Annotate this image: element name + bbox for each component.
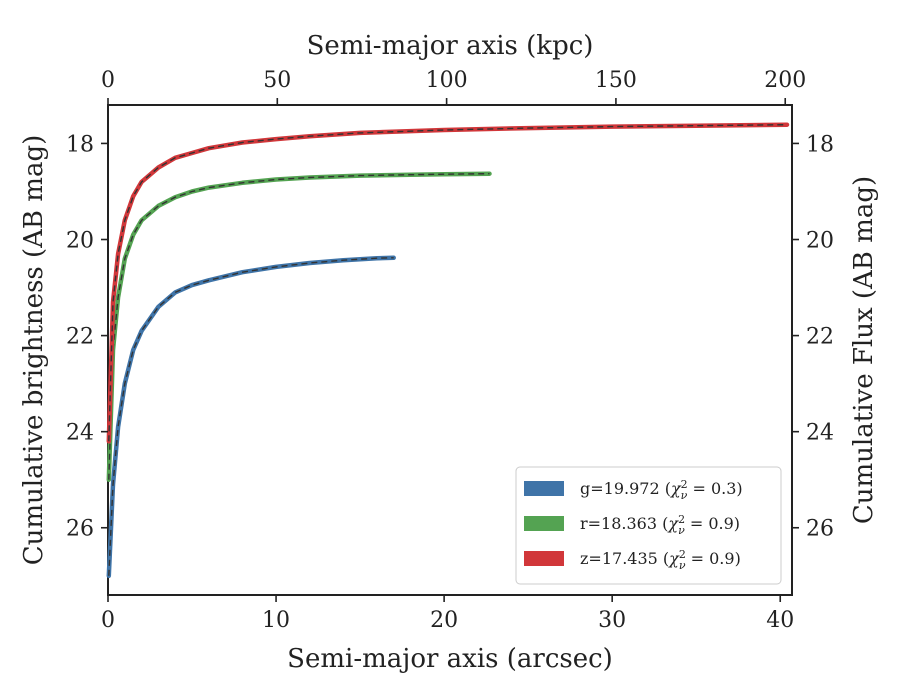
legend-label-part: = 0.9) (686, 549, 741, 568)
series-line (106, 255, 396, 579)
legend-label-part: χ (670, 479, 682, 498)
plot-frame (107, 104, 793, 596)
y-tick-label: 26 (66, 517, 94, 542)
series-model-dashed-line (108, 173, 490, 480)
legend-item: g=19.972 (χ2 ν = 0.3) (524, 478, 743, 502)
top-x-tick-label: 200 (764, 68, 806, 93)
legend-label-part: ν (678, 524, 685, 537)
y-tick-label: 20 (66, 229, 94, 254)
x-tick-label: 30 (598, 608, 626, 633)
right-y-tick-label: 24 (806, 421, 834, 446)
legend-label-part: = 0.3) (687, 479, 742, 498)
x-tick-label: 10 (262, 608, 290, 633)
y-tick-label: 18 (66, 132, 94, 157)
x-tick-label: 0 (101, 608, 115, 633)
series-2 (106, 122, 790, 444)
right-y-tick-label: 20 (806, 229, 834, 254)
legend-label-part: 2 (679, 548, 686, 561)
right-y-tick-label: 26 (806, 517, 834, 542)
top-x-tick-label: 100 (426, 68, 468, 93)
legend-label-part: r=18.363 ( (580, 514, 668, 533)
series-layer (106, 122, 790, 579)
legend-label: z=17.435 (χ2 ν = 0.9) (580, 548, 741, 572)
y-axis-title: Cumulative brightness (AB mag) (19, 135, 49, 566)
right-y-tick-label: 22 (806, 325, 834, 350)
legend-item: z=17.435 (χ2 ν = 0.9) (524, 548, 741, 572)
top-x-tick-label: 0 (101, 68, 115, 93)
legend-label-part: g=19.972 ( (580, 479, 671, 498)
legend-swatch (524, 481, 564, 496)
legend-label-part: ν (679, 559, 686, 572)
y-tick-label: 22 (66, 325, 94, 350)
series-0 (106, 255, 396, 579)
x-axis-title: Semi-major axis (arcsec) (287, 644, 613, 674)
series-model-dashed-line (108, 257, 394, 576)
top-x-tick-label: 150 (595, 68, 637, 93)
right-y-tick-label: 18 (806, 132, 834, 157)
legend-items: g=19.972 (χ2 ν = 0.3)r=18.363 (χ2 ν = 0.9)… (524, 478, 743, 572)
legend-swatch (524, 551, 564, 566)
x-tick-label: 20 (430, 608, 458, 633)
legend-label-part: χ (668, 549, 680, 568)
series-1 (106, 171, 492, 482)
legend-label-part: = 0.9) (685, 514, 740, 533)
legend-label-part: 2 (678, 513, 685, 526)
legend-label-part: z=17.435 ( (580, 549, 669, 568)
legend: g=19.972 (χ2 ν = 0.3)r=18.363 (χ2 ν = 0.9)… (515, 466, 782, 585)
legend-label-part: χ (667, 514, 679, 533)
legend-item: r=18.363 (χ2 ν = 0.9) (524, 513, 740, 537)
series-model-dashed-line (108, 124, 788, 442)
legend-box (515, 466, 782, 585)
y-tick-label: 24 (66, 421, 94, 446)
x-tick-label: 40 (766, 608, 794, 633)
legend-label-part: 2 (681, 478, 688, 491)
legend-label: g=19.972 (χ2 ν = 0.3) (580, 478, 743, 502)
top-x-tick-label: 50 (263, 68, 291, 93)
legend-label-part: ν (681, 489, 688, 502)
legend-swatch (524, 516, 564, 531)
series-line (106, 171, 492, 482)
right-y-axis-title: Cumulative Flux (AB mag) (849, 176, 879, 524)
legend-label: r=18.363 (χ2 ν = 0.9) (580, 513, 740, 537)
top-x-axis-title: Semi-major axis (kpc) (307, 31, 594, 61)
